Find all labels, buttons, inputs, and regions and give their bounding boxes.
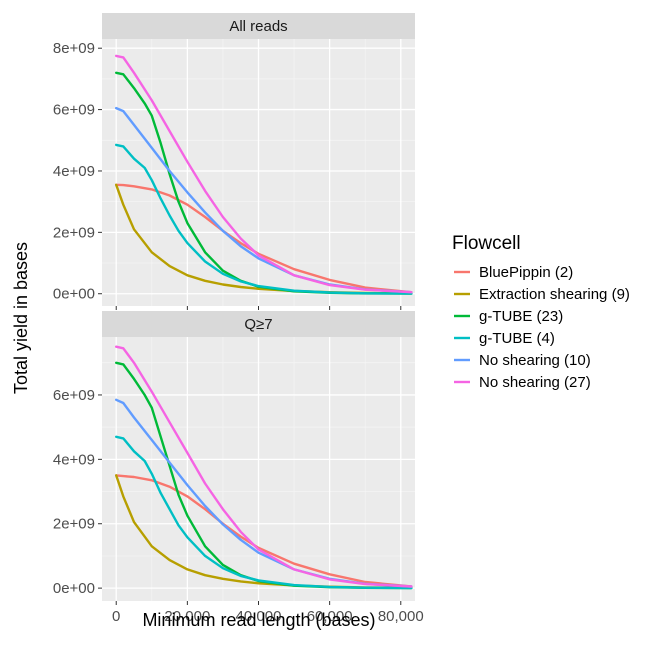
legend-item: No shearing (10): [454, 352, 591, 369]
x-tick-label: 20,000: [164, 608, 210, 625]
y-tick-label: 0e+00: [53, 580, 95, 597]
strip-background: [102, 311, 415, 337]
legend-item: g-TUBE (4): [454, 330, 555, 347]
x-tick-label: 40,000: [236, 608, 282, 625]
y-tick-label: 4e+09: [53, 163, 95, 180]
panels-layer: All reads 0e+00 2e+09 4e+09 6e+09 8e+09 Q≥7 0e+…: [53, 13, 424, 625]
series-line: [115, 143, 413, 295]
legend-label: g-TUBE (4): [479, 330, 555, 347]
legend-label: g-TUBE (23): [479, 308, 563, 325]
legend-label: Extraction shearing (9): [479, 286, 630, 303]
strip-background: [102, 13, 415, 39]
legend-label: No shearing (27): [479, 374, 591, 391]
y-tick-label: 0e+00: [53, 286, 95, 303]
legend-label: BluePippin (2): [479, 264, 573, 281]
strip-label: Q≥7: [244, 316, 272, 333]
legend-item: Extraction shearing (9): [454, 286, 630, 303]
series-line: [115, 183, 413, 294]
strip-label: All reads: [229, 18, 287, 35]
panel-1: All reads 0e+00 2e+09 4e+09 6e+09 8e+09: [53, 13, 415, 310]
legend-label: No shearing (10): [479, 352, 591, 369]
series-line: [115, 54, 413, 294]
legend-item: g-TUBE (23): [454, 308, 563, 325]
legend-items: BluePippin (2) Extraction shearing (9) g-T…: [454, 264, 630, 391]
x-tick-label: 0: [112, 608, 120, 625]
legend-item: BluePippin (2): [454, 264, 573, 281]
legend-title: Flowcell: [452, 233, 521, 254]
y-axis-title: Total yield in bases: [11, 242, 31, 394]
x-axis-title: Minimum read length (bases): [142, 610, 375, 630]
legend-item: No shearing (27): [454, 374, 591, 391]
legend: Flowcell BluePippin (2) Extraction sheari…: [452, 233, 630, 391]
y-tick-label: 6e+09: [53, 387, 95, 404]
y-tick-label: 4e+09: [53, 451, 95, 468]
x-tick-label: 60,000: [307, 608, 353, 625]
series-line: [115, 435, 413, 590]
y-tick-label: 2e+09: [53, 516, 95, 533]
y-tick-label: 2e+09: [53, 224, 95, 241]
series-line: [115, 345, 413, 588]
x-tick-label: 80,000: [378, 608, 424, 625]
panel-2: Q≥7 0e+00 2e+09 4e+09 6e+09: [53, 311, 415, 605]
y-tick-label: 6e+09: [53, 102, 95, 119]
y-tick-label: 8e+09: [53, 40, 95, 57]
x-tick-labels: 0 20,000 40,000 60,000 80,000: [112, 608, 424, 625]
